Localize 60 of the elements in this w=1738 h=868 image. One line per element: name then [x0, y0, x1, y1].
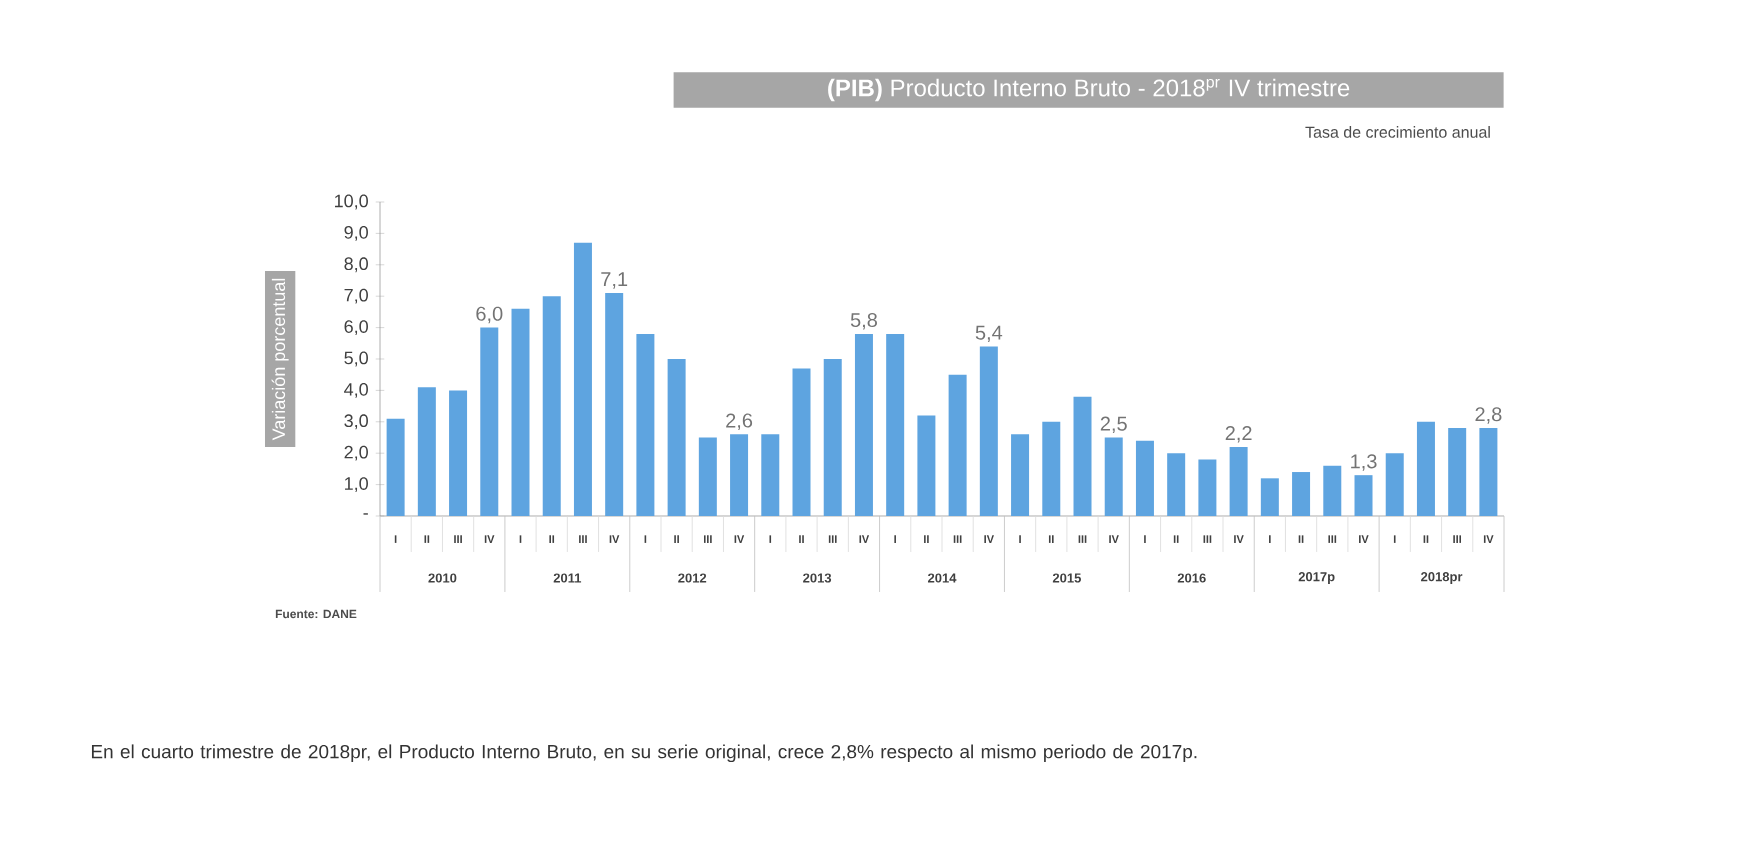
bar	[1354, 475, 1373, 516]
y-tick-label: 2,0	[344, 445, 368, 461]
bar	[979, 346, 998, 516]
data-label: 2,5	[1100, 416, 1127, 434]
y-tick-label: 9,0	[344, 225, 368, 241]
bar	[480, 327, 499, 516]
bar	[917, 415, 936, 516]
bar	[1323, 465, 1342, 516]
bar	[1229, 446, 1248, 516]
y-tick-label: 4,0	[344, 382, 368, 398]
bar	[792, 368, 811, 516]
y-tick-label: 10,0	[335, 194, 368, 210]
data-label: 1,3	[1351, 454, 1377, 471]
y-tick-label: 1,0	[345, 477, 368, 493]
bar	[542, 296, 561, 516]
bar	[511, 308, 530, 516]
bar	[605, 293, 624, 516]
bar	[1292, 472, 1311, 516]
bar	[1042, 421, 1061, 516]
data-label: 2,6	[726, 413, 753, 430]
y-axis-title: Variación porcentual	[271, 278, 289, 441]
bar	[823, 359, 842, 516]
bar	[761, 434, 780, 516]
data-label: 7,1	[601, 272, 628, 289]
bar	[886, 333, 905, 516]
bar	[1198, 459, 1217, 516]
data-label: 5,4	[975, 325, 1003, 343]
bar	[948, 374, 967, 516]
bar	[854, 333, 873, 516]
bar	[386, 418, 405, 516]
text: En el cuarto trimestre de 2018pr, el Producto Interno Bruto, en su serie original, crece 2,8% respecto al mismo periodo de 2017p.	[91, 744, 1197, 763]
data-label: 5,8	[850, 312, 877, 330]
y-tick-label: 6,0	[344, 320, 368, 336]
bar	[730, 434, 749, 516]
bar	[417, 387, 436, 516]
bar	[1448, 428, 1467, 516]
y-tick-label: 7,0	[344, 288, 368, 304]
bar	[449, 390, 468, 516]
bar	[1260, 478, 1279, 516]
bar	[1416, 421, 1435, 516]
data-label: 6,0	[476, 306, 503, 324]
chart-subtitle: Tasa de crecimiento anual	[1305, 126, 1490, 138]
bar	[1167, 453, 1186, 516]
bar	[1104, 437, 1123, 516]
data-label: 2,2	[1225, 426, 1252, 443]
bar	[667, 359, 686, 516]
y-tick-label: 3,0	[344, 414, 368, 430]
chart-title: (PIB) Producto Interno Bruto - 2018$^{pr}$ IV trimestre	[828, 78, 1350, 102]
bar	[1479, 428, 1498, 516]
bar	[698, 437, 717, 516]
y-tick-label: 8,0	[344, 257, 368, 273]
bar	[636, 333, 655, 516]
y-tick-label: -	[363, 513, 368, 515]
bar	[1135, 440, 1154, 516]
bar	[1011, 434, 1030, 516]
bar	[1073, 396, 1092, 516]
bar	[1385, 453, 1404, 516]
y-tick-label: 5,0	[344, 351, 368, 367]
data-label: 2,8	[1475, 407, 1502, 424]
bar	[573, 242, 592, 516]
